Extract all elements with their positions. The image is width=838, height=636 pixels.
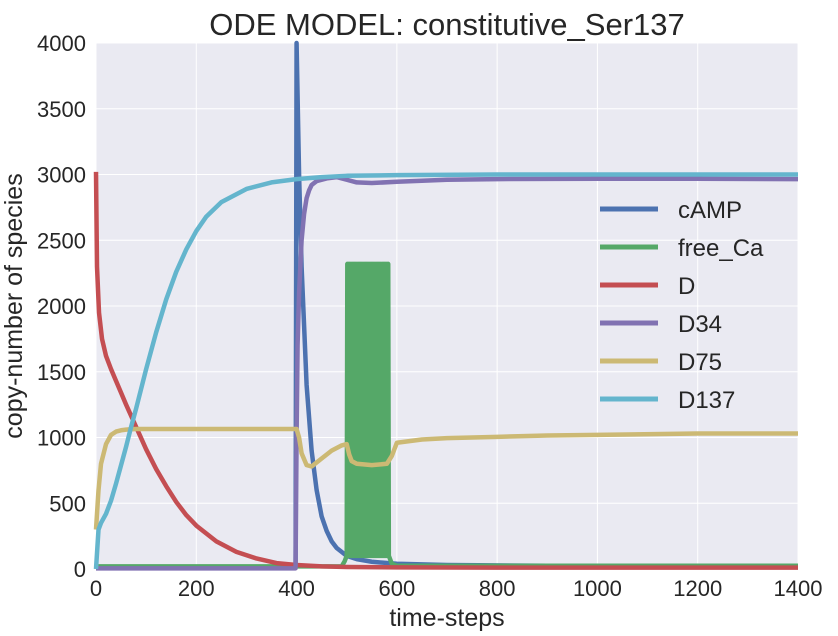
series-line-d — [93, 171, 798, 570]
y-tick-label: 3500 — [37, 97, 86, 122]
legend-label-d: D — [678, 273, 695, 300]
y-tick-label: 4000 — [37, 31, 86, 56]
y-ticks: 0 500 1000 1500 2000 2500 3000 3500 4000 — [37, 31, 86, 582]
x-tick-label: 1000 — [573, 576, 622, 601]
chart-title: ODE MODEL: constitutive_Ser137 — [209, 7, 685, 42]
series-line-d137 — [93, 172, 798, 570]
x-tick-label: 1400 — [774, 576, 823, 601]
x-tick-label: 200 — [178, 576, 215, 601]
y-tick-label: 1500 — [37, 360, 86, 385]
legend-label-d137: D137 — [678, 387, 735, 414]
legend-label-d34: D34 — [678, 311, 722, 338]
x-tick-label: 600 — [378, 576, 415, 601]
series-group — [93, 40, 799, 571]
x-tick-label: 800 — [479, 576, 516, 601]
x-tick-label: 0 — [90, 576, 102, 601]
x-tick-label: 400 — [278, 576, 315, 601]
y-tick-label: 2000 — [37, 294, 86, 319]
legend-label-camp: cAMP — [678, 197, 742, 224]
series-line-d34 — [96, 174, 799, 571]
x-tick-label: 1200 — [673, 576, 722, 601]
series-line-d75 — [93, 426, 798, 530]
x-axis-label: time-steps — [389, 604, 504, 632]
legend: cAMP free_Ca D D34 D75 D137 — [600, 197, 764, 414]
y-tick-label: 500 — [49, 491, 86, 516]
legend-label-d75: D75 — [678, 349, 722, 376]
x-ticks: 0 200 400 600 800 1000 1200 1400 — [90, 576, 823, 601]
y-axis-label: copy-number of species — [0, 173, 28, 438]
y-tick-label: 0 — [74, 557, 86, 582]
y-tick-label: 1000 — [37, 426, 86, 451]
y-tick-label: 3000 — [37, 163, 86, 188]
legend-label-free-ca: free_Ca — [678, 235, 764, 262]
y-tick-label: 2500 — [37, 228, 86, 253]
